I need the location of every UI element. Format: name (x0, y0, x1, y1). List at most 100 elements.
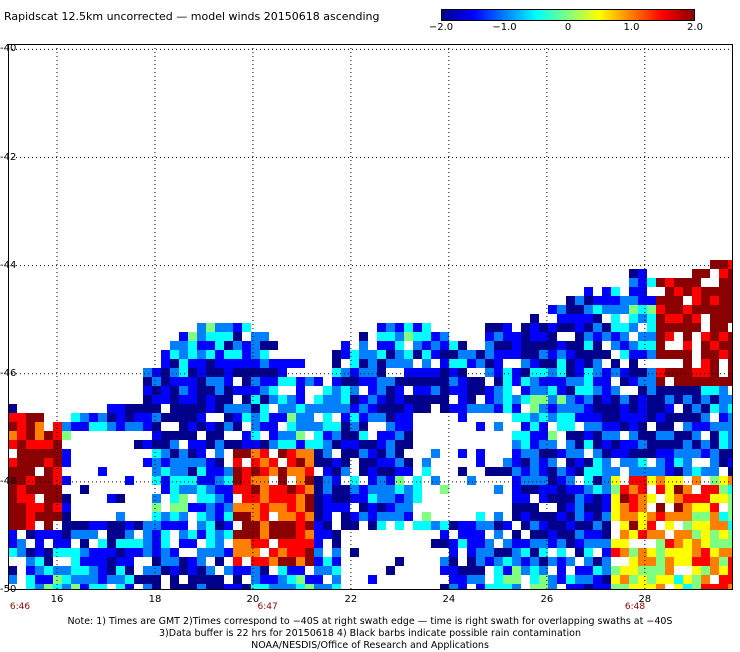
swath-cell (215, 350, 224, 359)
swath-cell (98, 521, 107, 530)
swath-cell (62, 512, 71, 521)
swath-cell (53, 548, 62, 557)
swath-cell (683, 584, 692, 590)
latitude-label: -40 (0, 43, 17, 55)
swath-cell (215, 530, 224, 539)
swath-cell (620, 530, 629, 539)
swath-cell (674, 287, 683, 296)
swath-cell (386, 476, 395, 485)
swath-cell (476, 458, 485, 467)
swath-cell (296, 521, 305, 530)
swath-cell (557, 323, 566, 332)
swath-cell (701, 584, 710, 590)
swath-cell (251, 431, 260, 440)
swath-cell (485, 539, 494, 548)
swath-cell (188, 557, 197, 566)
swath-cell (674, 512, 683, 521)
swath-cell (449, 341, 458, 350)
swath-cell (332, 494, 341, 503)
swath-cell (629, 530, 638, 539)
swath-cell (683, 323, 692, 332)
swath-cell (350, 386, 359, 395)
swath-cell (665, 566, 674, 575)
swath-cell (62, 449, 71, 458)
swath-cell (233, 413, 242, 422)
swath-cell (602, 584, 611, 590)
swath-cell (692, 557, 701, 566)
swath-cell (665, 431, 674, 440)
swath-cell (728, 431, 733, 440)
swath-cell (620, 377, 629, 386)
swath-cell (314, 395, 323, 404)
swath-cell (467, 350, 476, 359)
swath-cell (377, 476, 386, 485)
swath-cell (548, 395, 557, 404)
swath-cell (170, 368, 179, 377)
swath-cell (521, 350, 530, 359)
swath-cell (206, 521, 215, 530)
swath-cell (341, 503, 350, 512)
swath-cell (386, 323, 395, 332)
swath-cell (458, 449, 467, 458)
swath-cell (539, 485, 548, 494)
swath-cell (467, 377, 476, 386)
swath-cell (665, 350, 674, 359)
swath-cell (521, 557, 530, 566)
swath-cell (206, 359, 215, 368)
swath-cell (683, 485, 692, 494)
swath-cell (359, 449, 368, 458)
colorbar-tick-label: 1.0 (623, 22, 640, 33)
swath-cell (386, 467, 395, 476)
swath-cell (233, 386, 242, 395)
swath-cell (476, 404, 485, 413)
swath-cell (728, 485, 733, 494)
swath-time-label: 6:48 (624, 602, 646, 612)
swath-cell (620, 341, 629, 350)
swath-cell (602, 305, 611, 314)
swath-cell (125, 476, 134, 485)
swath-cell (377, 341, 386, 350)
swath-cell (719, 314, 728, 323)
swath-cell (260, 359, 269, 368)
swath-cell (530, 413, 539, 422)
swath-cell (431, 449, 440, 458)
swath-cell (8, 521, 17, 530)
swath-cell (584, 287, 593, 296)
swath-cell (557, 341, 566, 350)
swath-cell (242, 368, 251, 377)
swath-cell (305, 377, 314, 386)
swath-cell (728, 449, 733, 458)
swath-cell (440, 404, 449, 413)
swath-cell (656, 422, 665, 431)
swath-cell (683, 548, 692, 557)
swath-cell (548, 449, 557, 458)
swath-cell (269, 440, 278, 449)
swath-cell (539, 494, 548, 503)
swath-cell (305, 467, 314, 476)
swath-cell (719, 332, 728, 341)
swath-cell (548, 341, 557, 350)
swath-cell (314, 458, 323, 467)
swath-cell (530, 512, 539, 521)
swath-cell (170, 341, 179, 350)
swath-cell (692, 566, 701, 575)
swath-cell (341, 467, 350, 476)
swath-cell (575, 296, 584, 305)
swath-cell (314, 476, 323, 485)
swath-cell (242, 440, 251, 449)
swath-cell (647, 314, 656, 323)
swath-cell (251, 566, 260, 575)
swath-cell (701, 566, 710, 575)
swath-cell (197, 341, 206, 350)
swath-cell (53, 485, 62, 494)
swath-cell (629, 278, 638, 287)
swath-cell (692, 449, 701, 458)
swath-cell (359, 341, 368, 350)
swath-cell (107, 422, 116, 431)
swath-cell (116, 521, 125, 530)
swath-cell (656, 395, 665, 404)
swath-cell (683, 503, 692, 512)
swath-cell (683, 512, 692, 521)
swath-cell (503, 404, 512, 413)
swath-cell (44, 584, 53, 590)
